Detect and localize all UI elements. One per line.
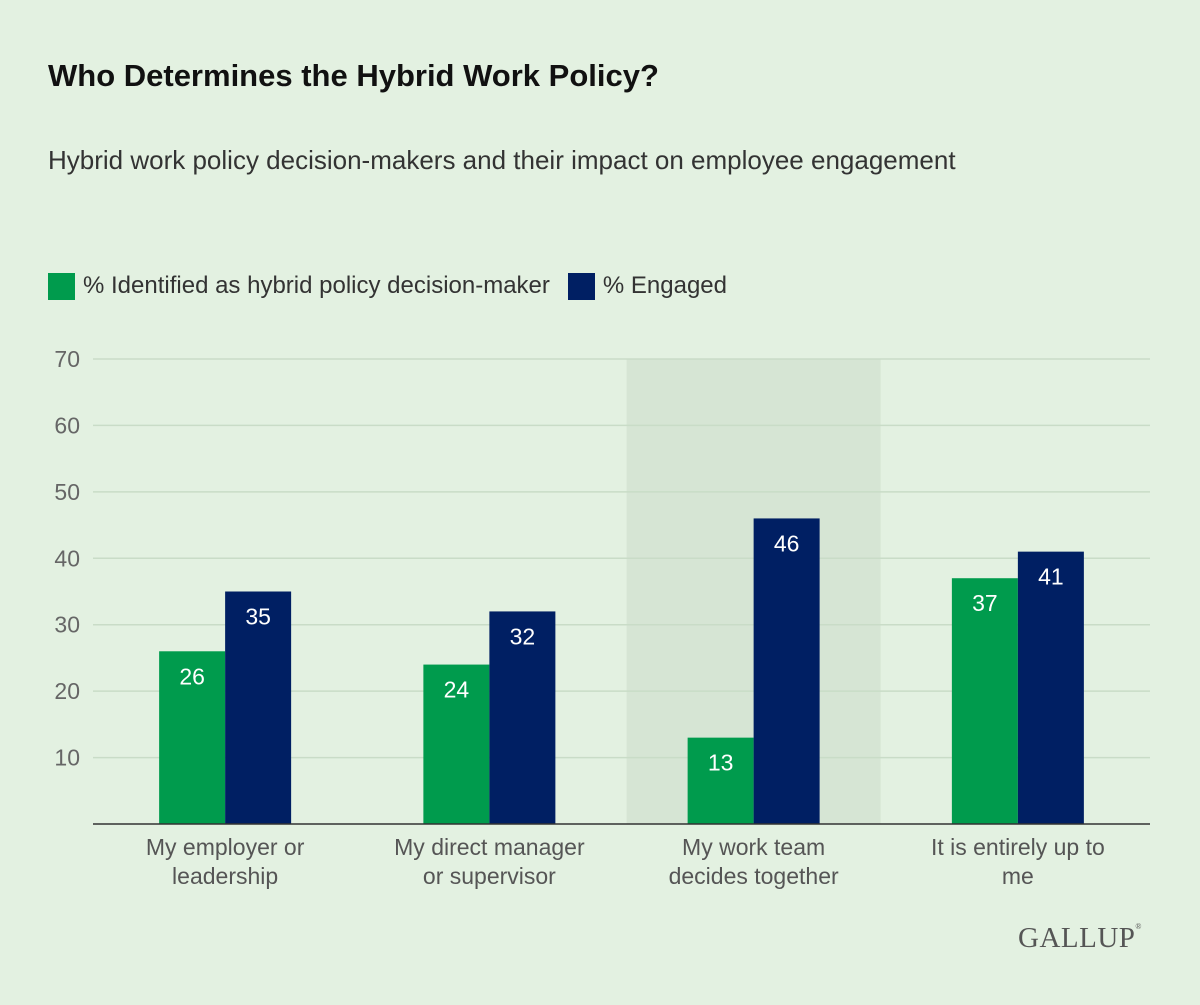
y-tick-label: 10 xyxy=(54,745,80,771)
bar xyxy=(951,578,1018,824)
bar xyxy=(687,737,754,824)
x-tick-label: or supervisor xyxy=(423,863,556,889)
x-tick-label: leadership xyxy=(172,863,278,889)
gallup-logo: GALLUP® xyxy=(1018,922,1142,954)
y-tick-label: 50 xyxy=(54,479,80,505)
y-tick-label: 40 xyxy=(54,545,80,571)
legend-swatch xyxy=(48,272,75,300)
data-label: 26 xyxy=(179,663,205,689)
data-label: 24 xyxy=(444,677,470,703)
data-label: 13 xyxy=(708,750,734,776)
bar xyxy=(753,518,820,824)
bar xyxy=(489,611,556,824)
data-label: 37 xyxy=(972,590,998,616)
bar xyxy=(225,591,292,824)
x-tick-label: My work team xyxy=(682,834,825,860)
legend-label: % Identified as hybrid policy decision-m… xyxy=(83,272,550,299)
chart-subtitle: Hybrid work policy decision-makers and t… xyxy=(48,145,956,175)
data-label: 41 xyxy=(1038,564,1064,590)
x-tick-label: decides together xyxy=(669,863,839,889)
legend-label: % Engaged xyxy=(602,272,727,299)
logo-text: GALLUP xyxy=(1018,922,1136,954)
bar xyxy=(423,664,490,824)
legend-swatch xyxy=(567,272,595,300)
x-tick-label: me xyxy=(1002,863,1034,889)
legend-item-identified: % Identified as hybrid policy decision-m… xyxy=(48,272,550,300)
data-label: 35 xyxy=(245,604,271,630)
x-tick-label: It is entirely up to xyxy=(931,834,1105,860)
bar xyxy=(159,651,226,824)
y-tick-label: 60 xyxy=(54,412,80,438)
y-tick-label: 20 xyxy=(54,678,80,704)
legend: % Identified as hybrid policy decision-m… xyxy=(48,272,745,300)
bar xyxy=(1017,551,1084,824)
chart-title: Who Determines the Hybrid Work Policy? xyxy=(48,58,659,93)
legend-item-engaged: % Engaged xyxy=(567,272,727,300)
x-tick-label: My direct manager xyxy=(394,834,585,860)
x-tick-label: My employer or xyxy=(146,834,305,860)
y-tick-label: 70 xyxy=(54,346,80,372)
y-tick-label: 30 xyxy=(54,612,80,638)
data-label: 32 xyxy=(510,623,536,649)
data-label: 46 xyxy=(774,530,800,556)
